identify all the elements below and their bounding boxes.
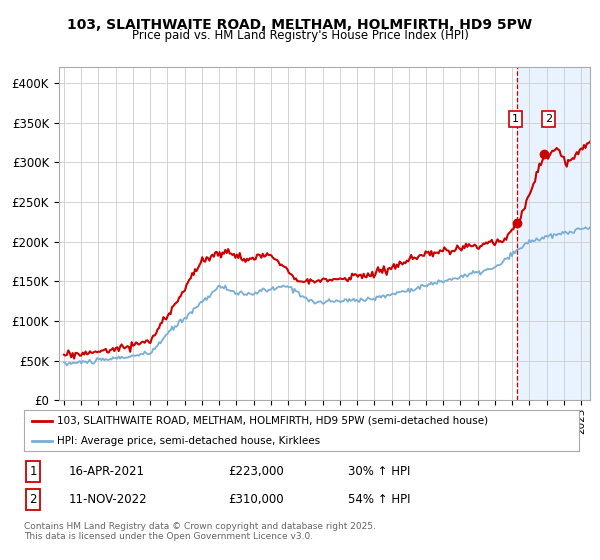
Text: 2: 2 [545, 114, 553, 124]
Text: Contains HM Land Registry data © Crown copyright and database right 2025.
This d: Contains HM Land Registry data © Crown c… [24, 522, 376, 542]
Bar [517, 67, 590, 400]
Text: 54% ↑ HPI: 54% ↑ HPI [348, 493, 410, 506]
Text: 103, SLAITHWAITE ROAD, MELTHAM, HOLMFIRTH, HD9 5PW (semi-detached house): 103, SLAITHWAITE ROAD, MELTHAM, HOLMFIRT… [58, 416, 488, 426]
Text: 1: 1 [29, 465, 37, 478]
Text: £223,000: £223,000 [228, 465, 284, 478]
Text: 1: 1 [512, 114, 519, 124]
Text: Price paid vs. HM Land Registry's House Price Index (HPI): Price paid vs. HM Land Registry's House … [131, 29, 469, 42]
Text: 103, SLAITHWAITE ROAD, MELTHAM, HOLMFIRTH, HD9 5PW: 103, SLAITHWAITE ROAD, MELTHAM, HOLMFIRT… [67, 18, 533, 32]
Text: £310,000: £310,000 [228, 493, 284, 506]
Text: HPI: Average price, semi-detached house, Kirklees: HPI: Average price, semi-detached house,… [58, 436, 320, 446]
Text: 2: 2 [29, 493, 37, 506]
Text: 30% ↑ HPI: 30% ↑ HPI [348, 465, 410, 478]
Text: 11-NOV-2022: 11-NOV-2022 [69, 493, 148, 506]
Text: 16-APR-2021: 16-APR-2021 [69, 465, 145, 478]
